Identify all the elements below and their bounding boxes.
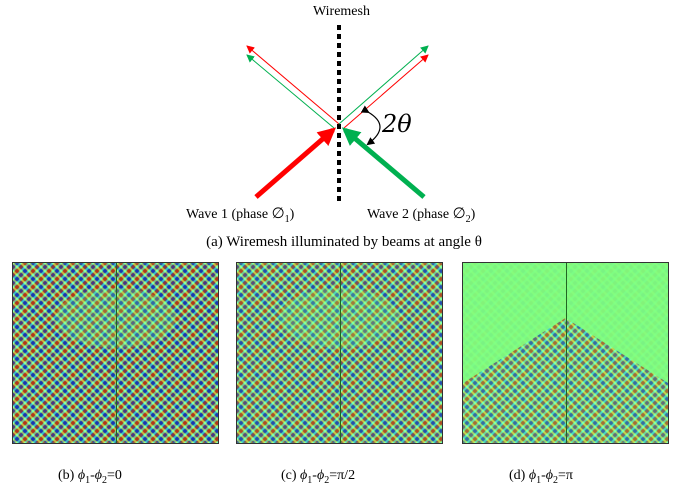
wave2-incident-arrow: [341, 127, 426, 199]
wiremesh-label: Wiremesh: [313, 4, 370, 19]
wave1-reflected-arrow-right: [343, 54, 429, 129]
caption-c-phi2: ϕ: [316, 468, 325, 483]
caption-d-sub2: 2: [553, 474, 558, 486]
caption-c-sub2: 2: [324, 474, 330, 486]
wave2-reflected-arrow-left: [246, 54, 335, 129]
angle-arc-icon: [360, 105, 381, 146]
wave1-label-prefix: Wave 1 (phase: [186, 207, 272, 222]
caption-d-value: =π: [558, 468, 573, 483]
caption-d-sub1: 1: [536, 474, 542, 486]
caption-b-sub1: 1: [85, 474, 91, 486]
caption-d: (d) ϕ1-ϕ2=π: [509, 468, 573, 486]
wave2-reflected-arrow: [338, 45, 429, 125]
caption-b-sub2: 2: [102, 474, 107, 486]
caption-c-phi1: ϕ: [300, 468, 308, 483]
panel-d-field-map: [462, 262, 669, 444]
wiremesh-diagram: [246, 25, 429, 205]
caption-c-prefix: (c): [281, 468, 301, 483]
wave2-label-suffix: ): [470, 207, 476, 222]
panel-b-field-map: [12, 262, 219, 444]
wave1-label-suffix: ): [289, 207, 295, 222]
caption-d-prefix: (d): [509, 468, 529, 483]
wave1-phase-sub: 1: [284, 213, 290, 225]
caption-c-value: =π/2: [329, 468, 356, 483]
caption-a: (a) Wiremesh illuminated by beams at ang…: [206, 234, 482, 250]
caption-b: (b) ϕ1-ϕ2=0: [58, 468, 122, 486]
caption-c: (c) ϕ1-ϕ2=π/2: [281, 468, 355, 486]
panel-b-image: [13, 263, 218, 443]
caption-b-phi2: ϕ: [94, 468, 102, 483]
wave1-label: Wave 1 (phase ∅1): [186, 204, 294, 225]
wave2-phase-symbol: ∅: [452, 206, 466, 222]
caption-c-sub1: 1: [307, 474, 313, 486]
wave1-incident-arrow: [254, 127, 337, 199]
wave1-reflected-arrow: [246, 45, 340, 125]
wave1-phase-symbol: ∅: [271, 206, 285, 222]
caption-c-dash: -: [312, 468, 317, 483]
caption-d-dash: -: [541, 468, 546, 483]
wave2-label-prefix: Wave 2 (phase: [367, 207, 453, 222]
caption-d-phi1: ϕ: [528, 468, 537, 483]
panel-d-image: [463, 263, 668, 443]
panel-c-field-map: [236, 262, 443, 444]
wave2-label: Wave 2 (phase ∅2): [367, 204, 475, 225]
panel-c-image: [237, 263, 442, 443]
caption-b-prefix: (b): [58, 468, 78, 483]
caption-b-dash: -: [90, 468, 95, 483]
wave2-phase-sub: 2: [465, 213, 471, 225]
angle-label: 2θ: [382, 110, 412, 138]
caption-d-phi2: ϕ: [545, 468, 553, 483]
caption-b-value: =0: [107, 468, 122, 483]
caption-b-phi1: ϕ: [77, 468, 86, 483]
